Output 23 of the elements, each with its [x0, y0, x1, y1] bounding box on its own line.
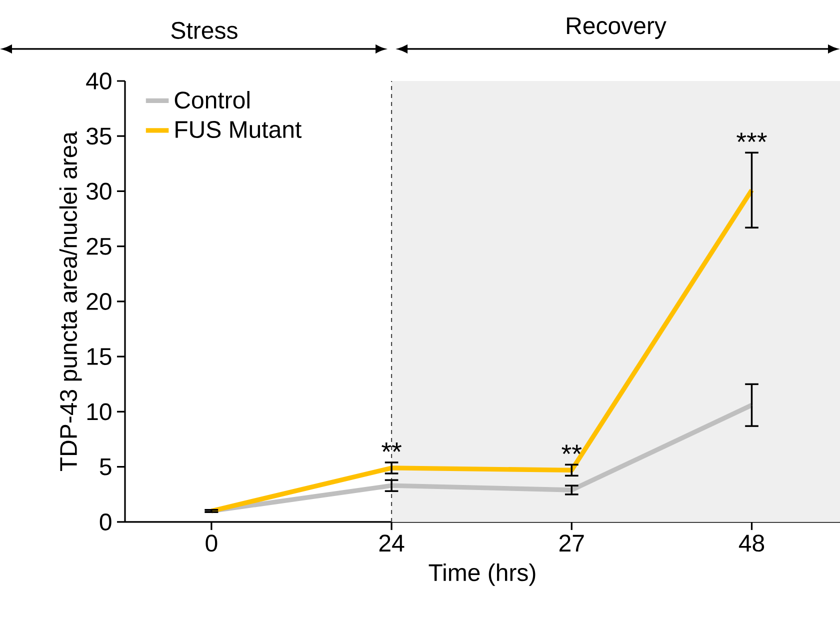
- annotation: ***: [736, 132, 767, 142]
- x-tick-label: 0: [206, 534, 218, 552]
- legend-label: Control: [174, 90, 250, 109]
- y-tick-label: 5: [100, 458, 112, 476]
- y-axis-title: TDP-43 puncta area/nuclei area: [59, 131, 82, 472]
- y-tick-label: 20: [86, 292, 112, 310]
- y-tick-label: 0: [100, 513, 112, 530]
- line-series: [209, 188, 754, 514]
- x-tick-label: 27: [560, 534, 584, 552]
- text: Stress: [171, 22, 238, 39]
- y-tick-label: 30: [86, 182, 112, 200]
- text: Recovery: [567, 17, 666, 39]
- annotation: **: [382, 442, 402, 452]
- y-tick-label: 25: [86, 238, 112, 255]
- y-tick-label: 35: [86, 128, 112, 145]
- x-tick-label: 24: [379, 534, 404, 552]
- annotation: **: [562, 444, 582, 454]
- x-axis-title: Time (hrs): [428, 564, 536, 586]
- x-tick-label: 48: [738, 534, 764, 552]
- y-tick-label: 40: [86, 72, 112, 90]
- y-tick-label: 10: [87, 403, 112, 420]
- y-tick-label: 15: [87, 348, 112, 365]
- legend-label: FUS Mutant: [176, 121, 302, 138]
